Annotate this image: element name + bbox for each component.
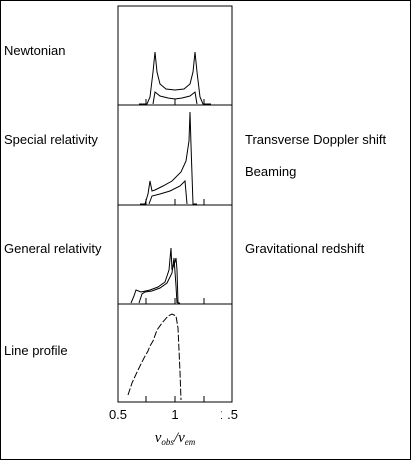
panel-frame-special-relativity bbox=[117, 104, 233, 206]
tick-label-1: 1 bbox=[171, 407, 178, 422]
label-newtonian: Newtonian bbox=[4, 43, 66, 58]
label-special-relativity: Special relativity bbox=[4, 132, 98, 147]
special-relativity-curves bbox=[140, 111, 197, 205]
special-profile-outer bbox=[140, 111, 197, 205]
label-beaming: Beaming bbox=[245, 164, 297, 179]
x-axis-label-nu1: ν bbox=[155, 430, 162, 446]
newtonian-profile-outer bbox=[139, 51, 211, 105]
label-gravitational-redshift: Gravitational redshift bbox=[245, 241, 365, 256]
x-axis-label-sub2: em bbox=[185, 437, 196, 447]
x-axis-label-nu2: ν bbox=[178, 430, 185, 446]
x-axis-label-sep: / bbox=[173, 430, 180, 446]
newtonian-profile-inner bbox=[152, 91, 198, 105]
panel-frame-general-relativity bbox=[117, 204, 233, 305]
general-relativity-curves bbox=[130, 247, 180, 304]
panel-frame-line-profile bbox=[117, 303, 233, 403]
x-axis-label: νobs/νem bbox=[155, 430, 196, 447]
general-profile-inner bbox=[138, 257, 178, 304]
label-line-profile: Line profile bbox=[4, 343, 68, 358]
general-profile-outer bbox=[130, 247, 180, 304]
label-transverse-doppler: Transverse Doppler shift bbox=[245, 132, 387, 147]
label-general-relativity: General relativity bbox=[4, 241, 102, 256]
newtonian-curves bbox=[139, 51, 211, 105]
special-profile-inner bbox=[148, 179, 188, 205]
panel-ticks bbox=[145, 99, 205, 402]
tick-label-0-5: 0.5 bbox=[109, 407, 127, 422]
x-axis-label-sub1: obs bbox=[161, 437, 174, 447]
tick-label-clip bbox=[222, 407, 228, 422]
line-profile-curve bbox=[127, 313, 182, 401]
